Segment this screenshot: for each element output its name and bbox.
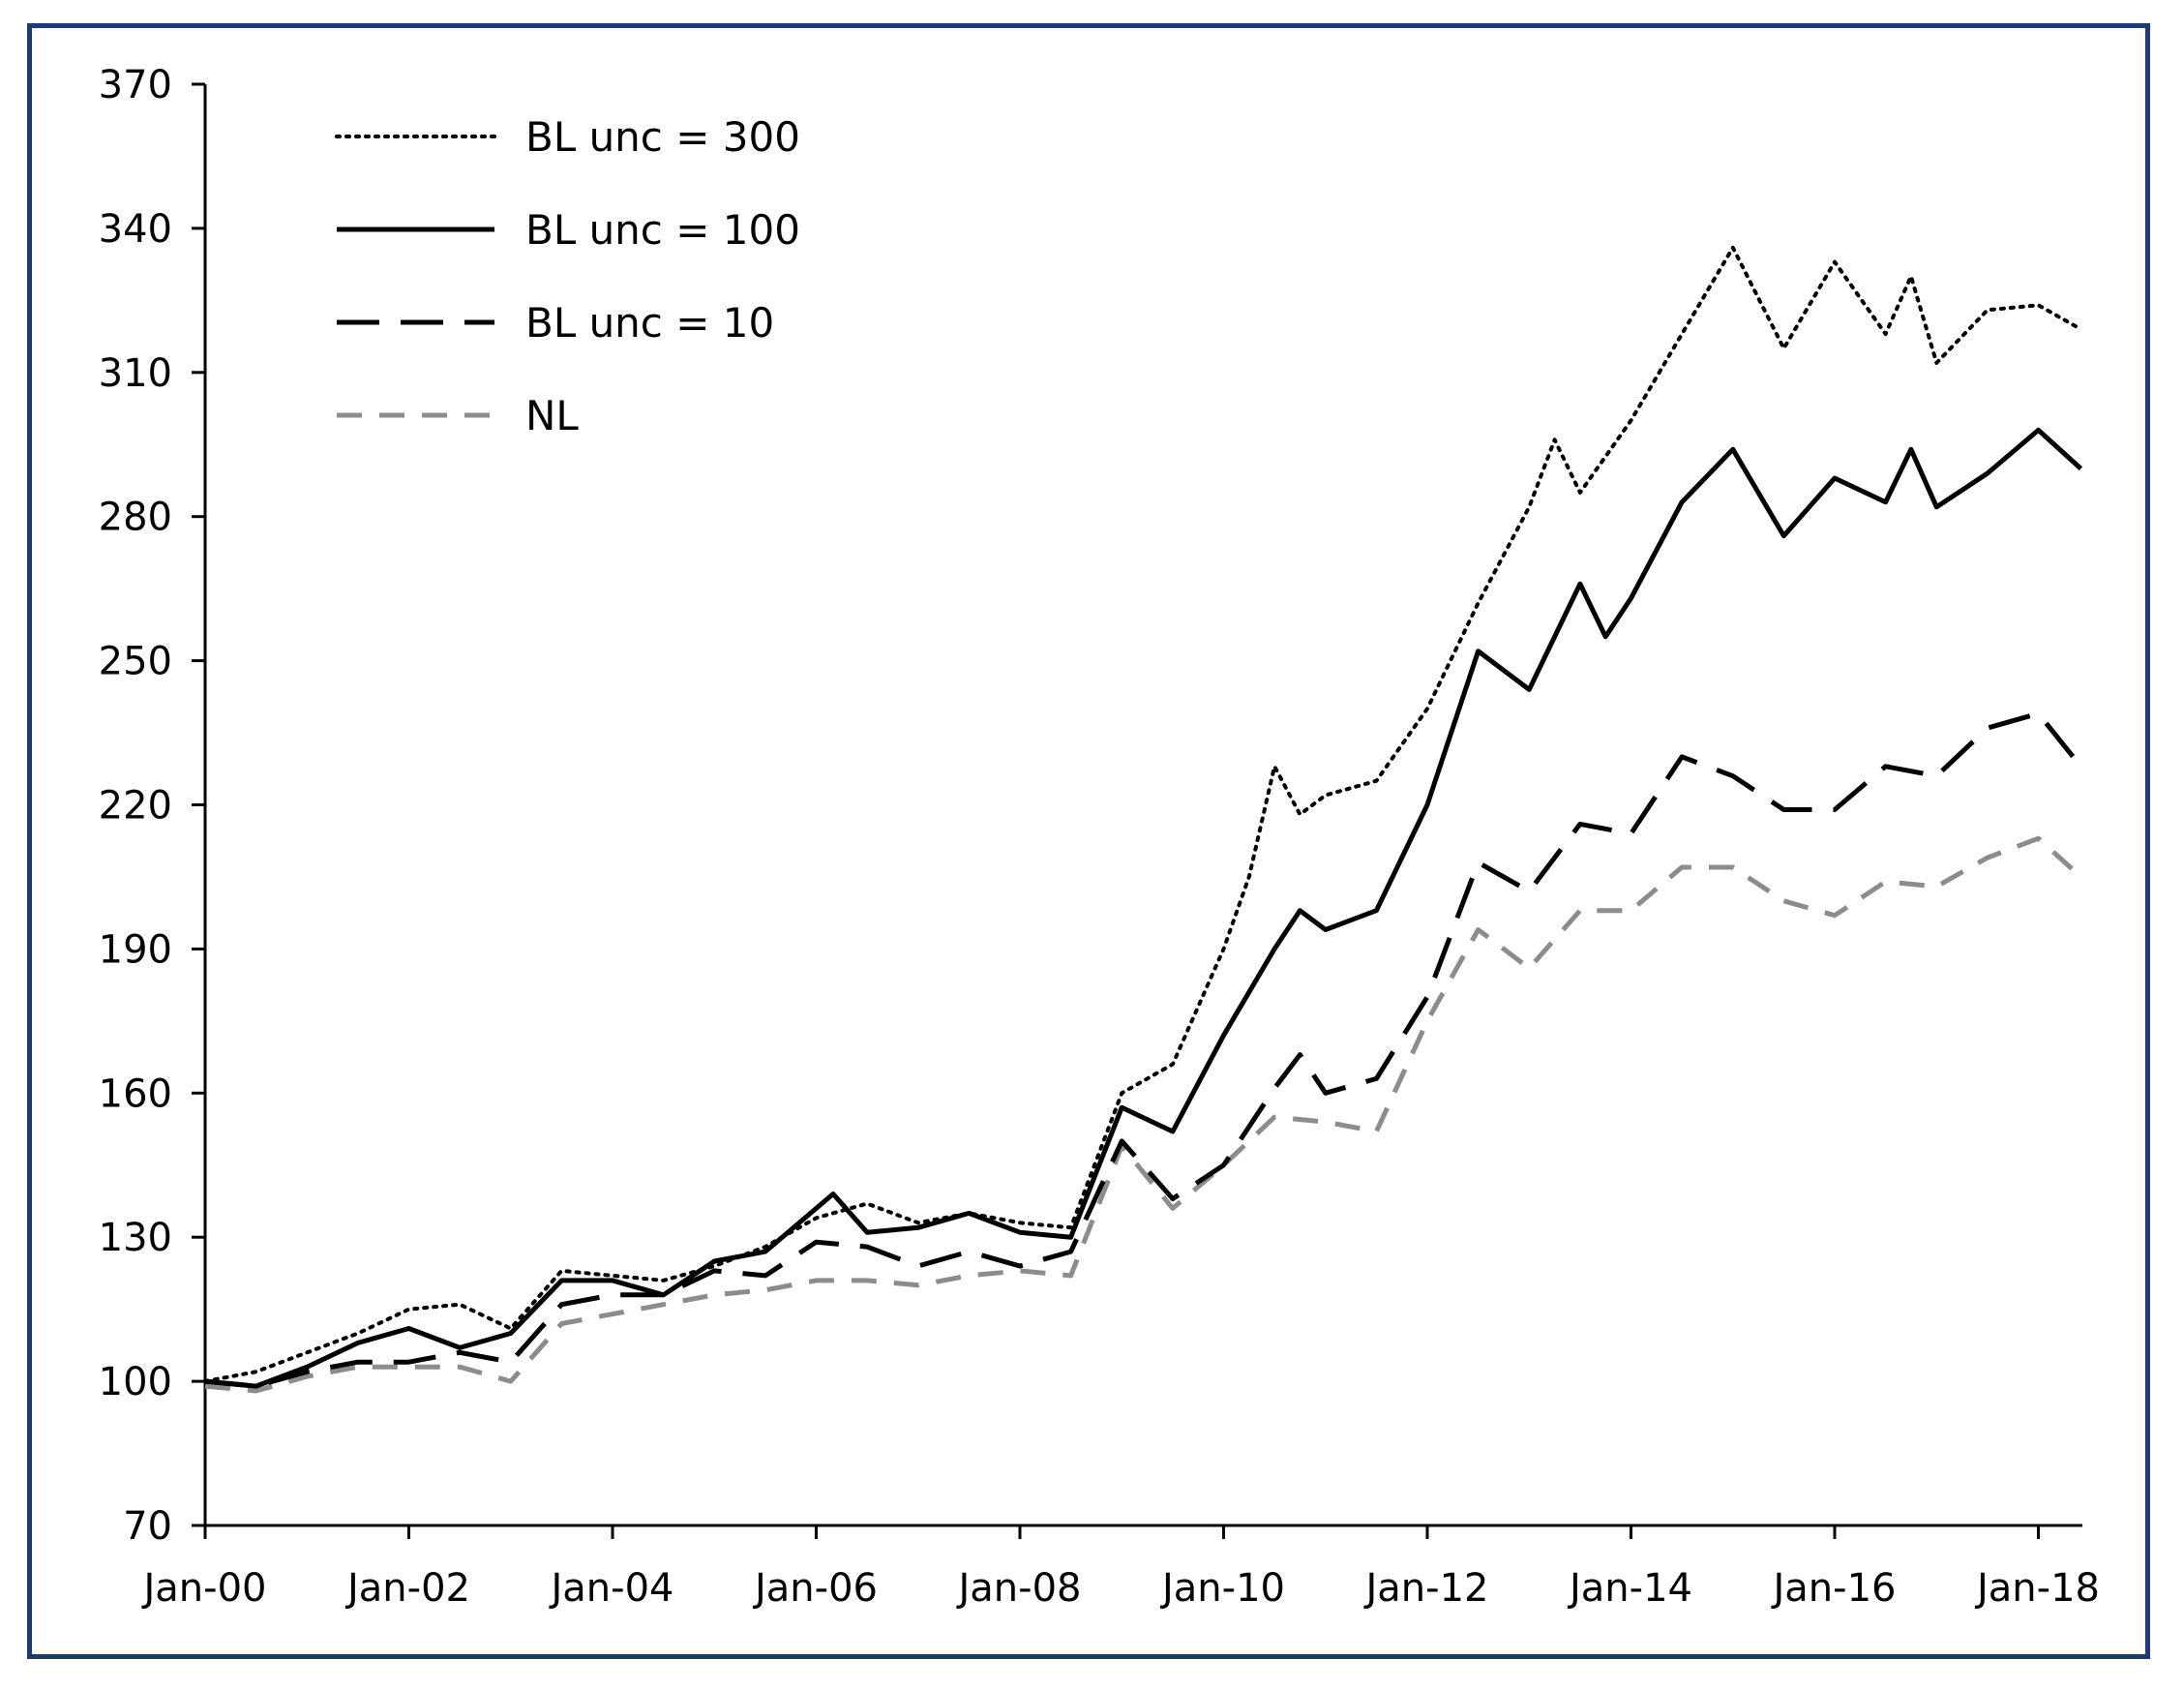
x-tick-label: Jan-02	[344, 1566, 470, 1611]
axes: 70 100 130 160 190 220 250 280 310 340 370 Jan-00 Ja…	[99, 63, 2100, 1611]
y-tick-label: 250	[99, 640, 172, 684]
chart-frame: 70 100 130 160 190 220 250 280 310 340 370 Jan-00 Ja…	[27, 23, 2150, 1659]
x-tick-label: Jan-04	[549, 1566, 674, 1611]
y-tick-label: 280	[99, 496, 172, 540]
y-tick-label: 130	[99, 1216, 172, 1260]
legend-label: BL unc = 300	[525, 113, 800, 161]
y-tick-label: 220	[99, 784, 172, 829]
y-tick-label: 340	[99, 207, 172, 252]
y-tick-label: 370	[99, 63, 172, 107]
y-tick-label: 160	[99, 1071, 172, 1116]
y-tick-label: 100	[99, 1360, 172, 1404]
legend: BL unc = 300 BL unc = 100 BL unc = 10 NL	[335, 113, 800, 439]
x-tick-label: Jan-10	[1159, 1566, 1285, 1611]
x-tick-label: Jan-06	[752, 1566, 878, 1611]
series-line-bl-unc-300	[203, 245, 2083, 1384]
line-chart: 70 100 130 160 190 220 250 280 310 340 370 Jan-00 Ja…	[99, 63, 2100, 1611]
y-tick-label: 190	[99, 927, 172, 972]
legend-label: NL	[525, 392, 579, 439]
y-tick-label: 310	[99, 351, 172, 396]
series-line-nl	[204, 835, 2083, 1394]
x-tick-label: Jan-16	[1771, 1566, 1897, 1611]
x-tick-label: Jan-14	[1567, 1566, 1692, 1611]
series-layer	[203, 245, 2083, 1394]
x-tick-label: Jan-08	[956, 1566, 1082, 1611]
x-tick-label: Jan-12	[1363, 1566, 1489, 1611]
y-tick-label: 70	[123, 1504, 172, 1549]
series-line-bl-unc-100	[204, 427, 2083, 1389]
legend-label: BL unc = 100	[525, 206, 800, 254]
x-tick-label: Jan-00	[141, 1566, 267, 1611]
x-tick-label: Jan-18	[1974, 1566, 2100, 1611]
series-line-bl-unc-10	[204, 710, 2083, 1389]
legend-label: BL unc = 10	[525, 299, 774, 347]
